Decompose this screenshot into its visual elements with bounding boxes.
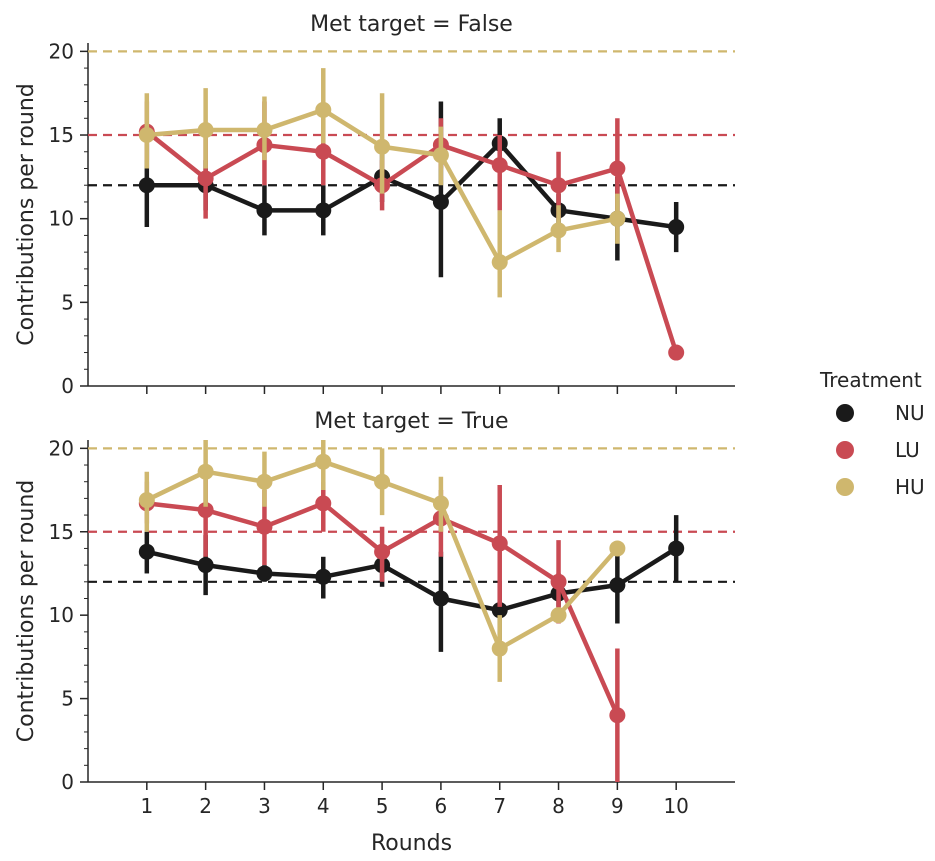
data-point-hu xyxy=(256,473,273,490)
data-point-lu xyxy=(491,157,508,174)
data-point-hu xyxy=(138,492,155,509)
data-point-lu xyxy=(374,543,391,560)
data-point-lu xyxy=(197,502,214,519)
data-point-hu xyxy=(138,127,155,144)
data-point-lu xyxy=(609,707,626,724)
data-point-lu xyxy=(197,170,214,187)
data-point-hu xyxy=(609,540,626,557)
panel-title: Met target = False xyxy=(310,12,513,37)
data-point-lu xyxy=(550,177,567,194)
data-point-hu xyxy=(256,122,273,139)
x-tick-label: 8 xyxy=(552,794,565,818)
y-axis-label: Contributions per round xyxy=(14,83,39,345)
legend-label-hu: HU xyxy=(895,475,925,499)
panel-title: Met target = True xyxy=(314,409,508,434)
y-tick-label: 15 xyxy=(49,123,74,147)
data-point-hu xyxy=(550,607,567,624)
y-tick-label: 0 xyxy=(61,374,74,398)
data-point-hu xyxy=(609,210,626,227)
x-tick-label: 2 xyxy=(199,794,212,818)
x-tick-label: 9 xyxy=(611,794,624,818)
data-point-hu xyxy=(491,254,508,271)
data-point-hu xyxy=(432,147,449,164)
data-point-lu xyxy=(550,573,567,590)
data-point-lu xyxy=(315,495,332,512)
y-axis-label: Contributions per round xyxy=(14,480,39,742)
legend-marker-lu xyxy=(836,441,854,459)
x-tick-label: 4 xyxy=(317,794,330,818)
series-line-nu xyxy=(146,141,677,230)
series-line-nu xyxy=(146,546,678,613)
x-axis-label: Rounds xyxy=(371,831,452,856)
data-point-nu xyxy=(668,540,685,557)
data-point-lu xyxy=(256,518,273,535)
data-point-hu xyxy=(315,101,332,118)
data-point-hu xyxy=(374,473,391,490)
data-point-hu xyxy=(197,122,214,139)
data-point-nu xyxy=(315,568,332,585)
data-point-nu xyxy=(432,193,449,210)
x-tick-label: 6 xyxy=(435,794,448,818)
y-tick-label: 10 xyxy=(49,207,74,231)
y-tick-label: 10 xyxy=(49,603,74,627)
data-point-hu xyxy=(197,463,214,480)
legend-label-nu: NU xyxy=(895,401,925,425)
y-tick-label: 20 xyxy=(49,436,74,460)
data-point-nu xyxy=(491,602,508,619)
data-point-nu xyxy=(609,577,626,594)
legend-title: Treatment xyxy=(819,368,922,392)
legend-marker-hu xyxy=(836,478,854,496)
x-tick-label: 1 xyxy=(140,794,153,818)
y-tick-label: 20 xyxy=(49,39,74,63)
series-line-lu xyxy=(145,129,679,354)
data-point-lu xyxy=(668,344,685,361)
data-point-lu xyxy=(491,535,508,552)
data-point-nu xyxy=(197,557,214,574)
panel-1 xyxy=(80,43,735,394)
y-tick-label: 5 xyxy=(61,687,74,711)
x-tick-label: 5 xyxy=(376,794,389,818)
legend xyxy=(836,404,854,496)
data-point-hu xyxy=(432,495,449,512)
legend-marker-nu xyxy=(836,404,854,422)
data-point-nu xyxy=(138,543,155,560)
data-point-hu xyxy=(491,640,508,657)
data-point-nu xyxy=(432,590,449,607)
x-tick-label: 7 xyxy=(493,794,506,818)
y-tick-label: 0 xyxy=(61,770,74,794)
data-point-nu xyxy=(256,202,273,219)
data-point-nu xyxy=(668,219,685,236)
data-point-hu xyxy=(374,138,391,155)
panel-2 xyxy=(80,440,735,790)
y-tick-label: 5 xyxy=(61,290,74,314)
data-point-nu xyxy=(138,177,155,194)
x-tick-label: 3 xyxy=(258,794,271,818)
data-point-lu xyxy=(315,143,332,160)
data-point-hu xyxy=(315,453,332,470)
data-point-hu xyxy=(550,222,567,239)
data-point-nu xyxy=(256,565,273,582)
data-point-lu xyxy=(609,160,626,177)
y-tick-label: 15 xyxy=(49,520,74,544)
data-point-nu xyxy=(315,202,332,219)
x-tick-label: 10 xyxy=(663,794,688,818)
legend-label-lu: LU xyxy=(895,438,920,462)
